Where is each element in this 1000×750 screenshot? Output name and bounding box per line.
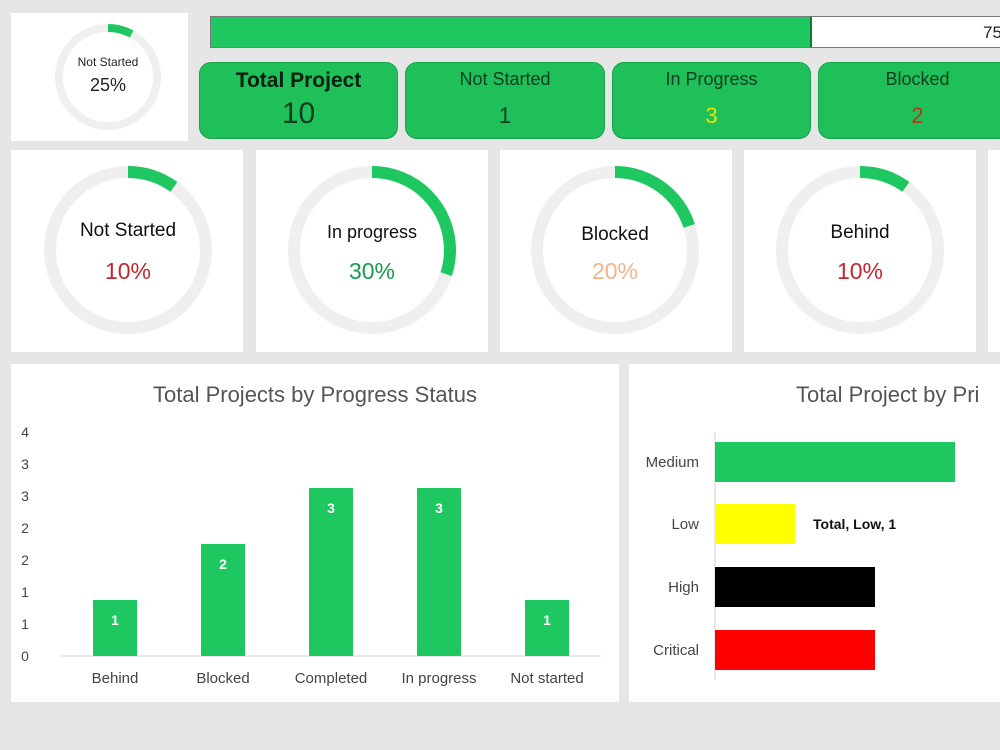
tile-blocked-value: 2: [911, 103, 924, 128]
hbar-high: [715, 567, 875, 607]
y-category-label: Critical: [653, 642, 699, 659]
bar-completed: [309, 488, 353, 656]
status-ring-label: Not Started: [79, 220, 177, 241]
status-ring-label: Behind: [830, 222, 890, 243]
status-ring-track: [776, 166, 944, 334]
x-tick-label: In progress: [401, 670, 476, 687]
progress-bar-fill: [211, 17, 812, 47]
progress-chart-title: Total Projects by Progress Status: [152, 382, 478, 407]
bar-data-label: 1: [111, 612, 119, 628]
priority-chart-card: Total Project by Pri Medium Low High Critic…: [629, 364, 1000, 702]
y-category-label: Medium: [646, 454, 699, 471]
status-ring-arc: [776, 166, 944, 334]
tile-not-started-label: Not Started: [459, 69, 551, 89]
status-ring-percent: 20%: [591, 258, 639, 284]
y-tick-label: 1: [21, 616, 29, 632]
status-ring-track: [44, 166, 212, 334]
hbar-low: [715, 504, 795, 544]
status-ring-not-started: Not Started 10%: [42, 164, 214, 336]
bar-in-progress: [417, 488, 461, 656]
bar-behind: [93, 600, 137, 656]
bar-not-started: [525, 600, 569, 656]
y-category-label: High: [668, 579, 699, 596]
y-tick-label: 4: [21, 424, 29, 440]
tile-blocked-label: Blocked: [885, 69, 950, 89]
status-ring-label: In progress: [326, 222, 418, 242]
tile-total-project-label: Total Project: [235, 69, 362, 92]
overall-ring-label: Not Started: [77, 55, 139, 69]
tile-not-started: Not Started 1: [405, 62, 605, 139]
status-ring-behind: Behind 10%: [774, 164, 946, 336]
tile-in-progress-label: In Progress: [665, 69, 758, 89]
status-ring-arc: [44, 166, 212, 334]
bar-blocked: [201, 544, 245, 656]
x-tick-label: Completed: [295, 670, 368, 687]
x-tick-label: Blocked: [196, 670, 249, 687]
status-ring-arc: [288, 166, 456, 334]
tile-blocked: Blocked 2: [818, 62, 1000, 139]
y-tick-label: 2: [21, 520, 29, 536]
hbar-critical: [715, 630, 875, 670]
bar-data-label: 2: [219, 556, 227, 572]
status-ring-label: Blocked: [581, 224, 649, 245]
overall-ring-arc: [55, 24, 161, 130]
status-ring-in-progress: In progress 30%: [286, 164, 458, 336]
tile-total-project-value: 10: [281, 97, 316, 130]
tile-in-progress: In Progress 3: [612, 62, 811, 139]
y-category-label: Low: [671, 516, 699, 533]
status-card-partial: [988, 150, 1000, 352]
progress-bar-value: 75: [983, 23, 1000, 42]
status-ring-percent: 30%: [348, 258, 396, 284]
tile-not-started-value: 1: [498, 103, 512, 128]
status-ring-blocked: Blocked 20%: [529, 164, 701, 336]
status-card-in-progress: In progress 30%: [256, 150, 488, 352]
priority-chart: Medium Low High Critical Total, Low, 1: [646, 432, 955, 680]
y-tick-label: 0: [21, 648, 29, 664]
x-tick-label: Not started: [510, 670, 583, 687]
x-tick-label: Behind: [92, 670, 139, 687]
overall-ring-percent: 25%: [89, 75, 127, 95]
tile-in-progress-value: 3: [705, 103, 718, 128]
progress-status-chart: 0 1 1 2 2 3 3 4 1 Behind 2 Blocked 3 Completed 3 In pro…: [21, 424, 601, 687]
status-ring-percent: 10%: [104, 258, 152, 284]
status-ring-percent: 10%: [836, 258, 884, 284]
bar-data-label: 3: [327, 500, 335, 516]
bar-data-label: 3: [435, 500, 443, 516]
bar-annotation: Total, Low, 1: [813, 516, 896, 532]
status-card-not-started: Not Started 10%: [11, 150, 243, 352]
y-tick-label: 3: [21, 488, 29, 504]
progress-status-chart-card: Total Projects by Progress Status 0 1 1 2 2 3…: [11, 364, 619, 702]
overall-progress-bar: 75: [210, 16, 1000, 48]
overall-status-card: Not Started 25%: [11, 13, 188, 141]
hbar-medium: [715, 442, 955, 482]
status-card-blocked: Blocked 20%: [500, 150, 732, 352]
y-tick-label: 3: [21, 456, 29, 472]
status-card-behind: Behind 10%: [744, 150, 976, 352]
y-tick-label: 1: [21, 584, 29, 600]
priority-chart-title: Total Project by Pri: [796, 382, 980, 407]
bar-data-label: 1: [543, 612, 551, 628]
status-ring-arc: [531, 166, 699, 334]
overall-status-ring: Not Started 25%: [52, 21, 164, 133]
tile-total-project: Total Project 10: [199, 62, 398, 139]
y-tick-label: 2: [21, 552, 29, 568]
